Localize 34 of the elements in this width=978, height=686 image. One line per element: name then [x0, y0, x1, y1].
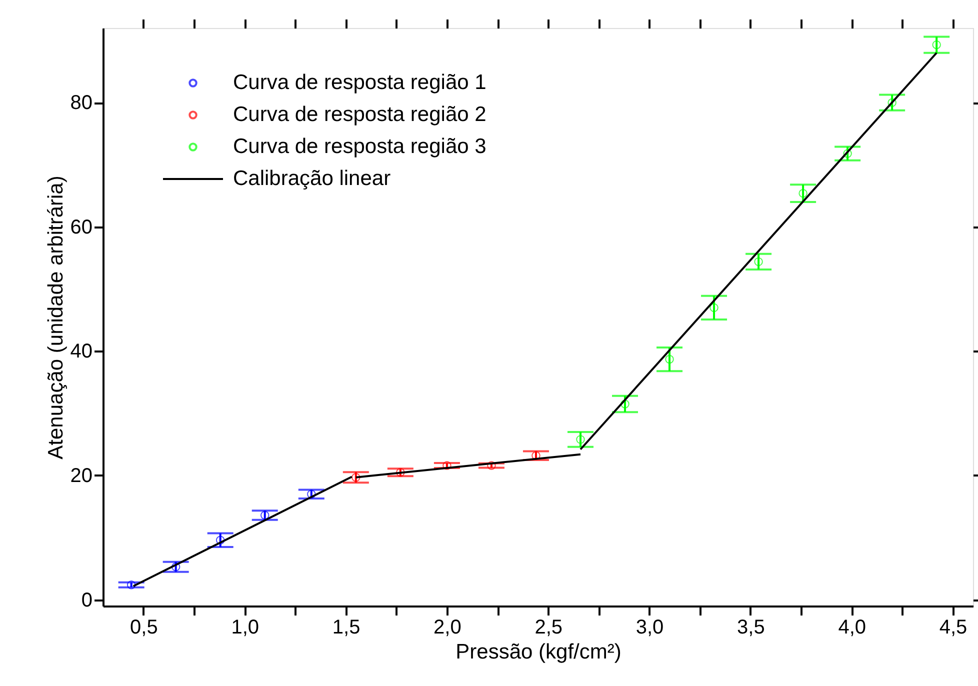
x-tick-label: 2,0	[434, 616, 462, 638]
x-tick-label: 2,5	[534, 616, 563, 638]
y-tick-label: 60	[70, 216, 92, 238]
point	[932, 40, 941, 50]
legend-label: Curva de resposta região 1	[233, 71, 486, 94]
x-tick-label: 1,5	[332, 616, 360, 638]
point	[171, 562, 180, 572]
legend-label: Curva de resposta região 3	[233, 135, 486, 158]
x-axis-title: Pressão (kgf/cm²)	[456, 640, 622, 664]
y-tick-label: 20	[70, 464, 92, 487]
legend-label: Curva de resposta região 2	[233, 103, 486, 126]
x-tick-label: 3,5	[737, 616, 765, 638]
y-tick-label: 80	[70, 92, 92, 114]
point	[576, 435, 585, 444]
point	[843, 149, 852, 158]
point	[665, 354, 674, 364]
point	[754, 257, 763, 266]
legend-label: Calibração linear	[233, 167, 391, 190]
x-tick-label: 4,5	[939, 616, 968, 638]
point	[260, 510, 270, 520]
point	[307, 490, 316, 498]
point	[798, 188, 808, 198]
y-tick-label: 40	[70, 340, 92, 363]
x-tick-label: 3,0	[636, 616, 664, 638]
point	[710, 303, 718, 312]
y-tick-label: 0	[81, 589, 92, 612]
x-tick-label: 1,0	[231, 616, 260, 638]
x-tick-label: 0,5	[130, 616, 158, 638]
point	[126, 580, 136, 590]
point	[888, 98, 896, 107]
point	[620, 400, 630, 408]
x-tick-label: 4,0	[838, 616, 866, 638]
point	[216, 536, 225, 544]
y-axis-title: Atenuação (unidade arbitrária)	[44, 176, 68, 460]
